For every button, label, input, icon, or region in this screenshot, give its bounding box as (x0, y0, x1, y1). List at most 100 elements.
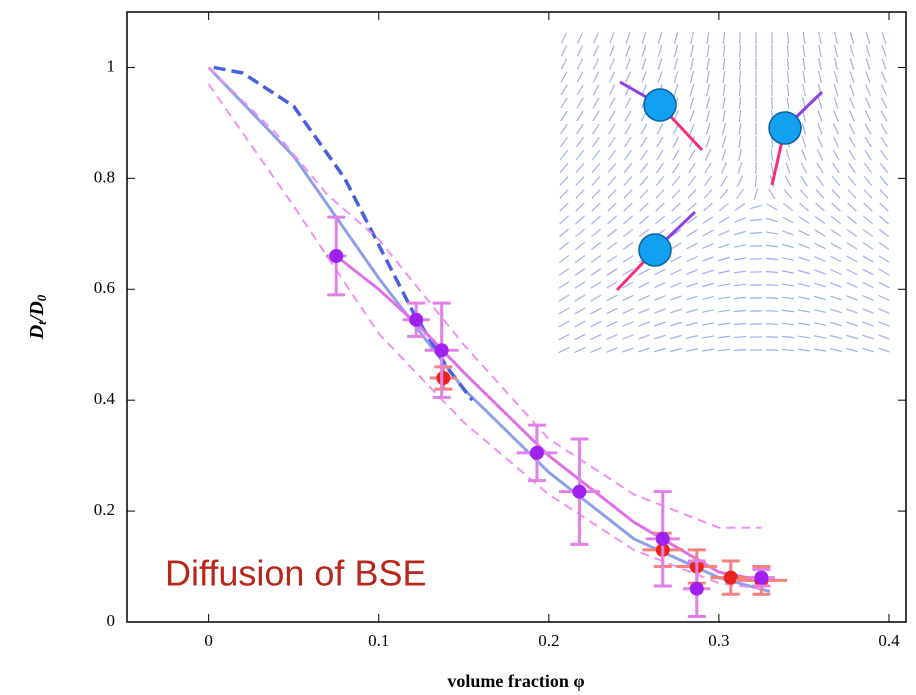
flow-dash (574, 241, 586, 251)
flow-dash (606, 281, 618, 289)
flow-dash (781, 309, 795, 313)
flow-dash (880, 97, 888, 109)
flow-dash (558, 333, 570, 341)
flow-dash (624, 123, 632, 135)
flow-dash (592, 84, 600, 96)
flow-dash (797, 322, 811, 326)
flow-dash (770, 161, 774, 175)
flow-dash (798, 256, 810, 262)
flow-dash (654, 334, 666, 340)
flow-dash (846, 347, 858, 353)
flow-dash (737, 175, 743, 187)
flow-dash (814, 308, 826, 314)
flow-dash (639, 162, 649, 174)
flow-dash (781, 283, 795, 287)
flow-dash (754, 174, 758, 188)
flow-dash (817, 136, 823, 148)
flow-dash (722, 31, 726, 45)
flow-dash (739, 31, 741, 45)
flow-dash (622, 334, 634, 340)
flow-dash (878, 294, 890, 302)
flow-dash (814, 256, 826, 262)
flow-dash (862, 308, 874, 314)
flow-dash (638, 294, 650, 302)
flow-dash (574, 333, 586, 341)
flow-dash (591, 202, 601, 212)
flow-dash (590, 294, 602, 302)
flow-dash (686, 348, 698, 352)
flow-dash (814, 216, 826, 224)
flow-dash (688, 149, 696, 161)
flow-dash (814, 295, 826, 301)
flow-dash (786, 57, 790, 71)
curve (207, 66, 771, 593)
flow-dash (686, 269, 698, 275)
flow-dash (833, 71, 839, 83)
flow-dash (832, 149, 840, 161)
flow-dash (703, 189, 713, 199)
flow-dash (880, 149, 888, 161)
flow-dash (705, 123, 711, 135)
flow-dash (815, 175, 825, 187)
flow-dash (686, 295, 698, 301)
flow-dash (574, 320, 586, 328)
point (436, 371, 451, 385)
flow-dash (641, 58, 647, 70)
flow-dash (701, 322, 715, 326)
flow-dash (673, 45, 679, 57)
flow-dash (592, 110, 600, 122)
y-tick-label: 0.8 (94, 167, 115, 186)
flow-dash (879, 176, 889, 186)
flow-dash (606, 268, 618, 276)
flow-dash (847, 202, 857, 212)
flow-dash (558, 268, 570, 276)
flow-dash (833, 97, 839, 109)
flow-dash (831, 189, 841, 199)
flow-dash (846, 255, 858, 263)
flow-dash (749, 218, 763, 222)
flow-dash (655, 202, 665, 212)
flow-dash (771, 96, 773, 110)
flow-dash (798, 216, 810, 224)
flow-dash (830, 334, 842, 340)
flow-dash (738, 57, 742, 71)
flow-dash (624, 149, 632, 161)
flow-dash (718, 283, 730, 287)
flow-dash (846, 308, 858, 314)
flow-dash (734, 203, 746, 211)
flow-dash (831, 175, 841, 187)
flow-dash (686, 215, 698, 225)
flow-dash (721, 149, 727, 161)
flow-dash (575, 189, 585, 199)
flow-dash (734, 244, 746, 248)
flow-field-inset (558, 31, 890, 354)
flow-dash (606, 320, 618, 328)
flow-dash (815, 202, 825, 212)
flow-dash (560, 32, 568, 44)
flow-dash (623, 215, 633, 225)
flow-dash (655, 175, 665, 187)
flow-dash (558, 320, 570, 328)
flow-dash (830, 255, 842, 263)
flow-dash (719, 189, 729, 199)
flow-dash (622, 307, 634, 315)
flow-dash (641, 32, 647, 44)
flow-dash (830, 295, 842, 301)
flow-dash (846, 268, 858, 276)
flow-dash (654, 281, 666, 289)
flow-dash (704, 149, 712, 161)
flow-dash (849, 45, 855, 57)
flow-dash (657, 71, 663, 83)
flow-dash (607, 162, 617, 174)
flow-dash (591, 189, 601, 199)
flow-dash (753, 188, 759, 200)
flow-dash (863, 189, 873, 199)
flow-dash (577, 32, 583, 44)
flow-dash (702, 242, 714, 250)
flow-dash (786, 44, 790, 58)
flow-dash (576, 58, 584, 70)
flow-dash (560, 84, 568, 96)
flow-dash (609, 58, 615, 70)
flow-dash (878, 334, 890, 340)
